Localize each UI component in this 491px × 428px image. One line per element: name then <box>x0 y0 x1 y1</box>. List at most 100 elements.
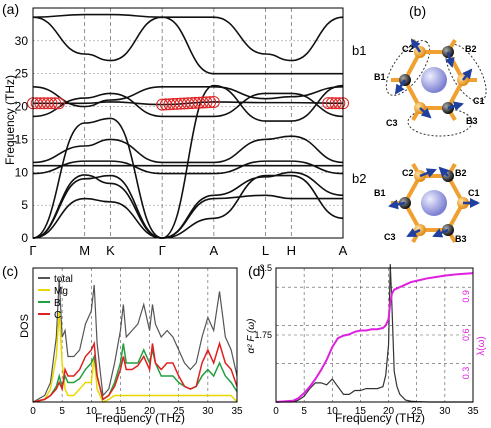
highlight-point <box>333 97 346 110</box>
dispersion-branch <box>32 13 343 75</box>
atom-label: B1 <box>374 188 386 198</box>
tick-label: 0.3 <box>461 367 471 380</box>
highlight-point <box>52 97 65 110</box>
a2f-line <box>276 264 473 403</box>
tick-label: L <box>262 243 269 258</box>
tick-label: A <box>339 243 348 258</box>
tick-label: 15 <box>355 406 367 417</box>
dos-line-mg <box>32 310 238 403</box>
x-axis-label-c: Frequency (THz) <box>95 411 185 425</box>
tick-label: 5 <box>301 406 307 417</box>
atom-label: B3 <box>455 234 467 244</box>
tick-label: A <box>209 243 218 258</box>
y-axis-label-d-left: α² F (ω) <box>246 319 257 354</box>
tick-label: 30 <box>439 406 451 417</box>
label-b2: b2 <box>352 171 366 186</box>
tick-label: H <box>287 243 296 258</box>
mg-atom <box>421 67 447 93</box>
y-axis-label-d-right: λ(ω) <box>476 336 487 355</box>
tick-label: 0 <box>273 406 279 417</box>
y-axis-label-c: DOS <box>19 314 31 338</box>
dispersion-branch <box>32 16 344 62</box>
legend-label: C <box>54 310 61 321</box>
tick-label: 30 <box>202 406 214 417</box>
tick-label: 25 <box>411 406 423 417</box>
atom-label: B3 <box>466 116 478 126</box>
dispersion-branch <box>32 171 344 239</box>
mode-ellipse-1 <box>385 40 431 96</box>
tick-label: M <box>79 243 90 258</box>
dispersion-branch <box>32 84 344 239</box>
tick-label: Γ <box>29 243 36 258</box>
legend-label: Mg <box>54 286 68 297</box>
tick-label: 20 <box>144 406 156 417</box>
diagram-b2: C2 B2 B1 C1 C3 B3 <box>374 162 480 244</box>
tick-label: 10 <box>86 406 98 417</box>
tick-label: 20 <box>15 100 29 114</box>
tick-label: 25 <box>15 67 29 81</box>
panel-label-d: (d) <box>248 263 265 279</box>
tick-label: 1.75 <box>254 330 272 340</box>
tick-label: 30 <box>15 34 29 48</box>
displacement-arrows-b1 <box>394 38 473 119</box>
diagram-b1: C2 B2 B1 C1 C3 B3 <box>374 38 487 137</box>
structure-diagrams: b1 b2 <box>352 38 487 244</box>
atom-label: B1 <box>374 72 386 82</box>
tick-label: 0.9 <box>461 290 471 303</box>
atom-label: B2 <box>465 44 477 54</box>
dos-line-total <box>32 278 238 403</box>
highlight-point <box>207 95 220 108</box>
dispersion-branch <box>32 86 344 108</box>
atom-label: C2 <box>402 168 414 178</box>
displacement-arrows-b2 <box>388 166 480 238</box>
x-axis-label-d: Frequency (THz) <box>335 411 425 425</box>
atom-label: C3 <box>386 118 398 128</box>
highlight-point <box>49 97 62 110</box>
eliashberg-chart: α² F (ω) λ(ω) Frequency (THz) 0 5 10 15 20 25… <box>246 263 487 425</box>
legend-label: total <box>54 274 73 285</box>
tick-label: 0 <box>21 231 28 245</box>
dispersion-branch <box>32 160 344 175</box>
mg-atom <box>421 190 447 216</box>
dispersion-branch <box>32 92 344 118</box>
plot-frame <box>32 267 238 403</box>
label-b1: b1 <box>352 43 366 58</box>
tick-label: 15 <box>15 132 29 146</box>
tick-label: 20 <box>383 406 395 417</box>
mode-ellipse-2 <box>445 43 487 103</box>
phonon-dispersion-chart: Frequency (THz) 0 5 10 15 20 25 30 Γ M K Γ A L H A <box>3 7 349 258</box>
plot-frame <box>32 7 344 239</box>
dos-line-b <box>32 343 238 403</box>
tick-label: 3.5 <box>259 263 272 273</box>
dispersion-branch <box>32 174 344 239</box>
tick-label: 10 <box>327 406 339 417</box>
tick-label: 15 <box>115 406 127 417</box>
atom-label: C2 <box>402 44 414 54</box>
highlight-point <box>329 97 342 110</box>
legend-label: B <box>54 298 61 309</box>
panel-label-a: (a) <box>2 1 19 17</box>
tick-label: 25 <box>173 406 185 417</box>
tick-label: 0.6 <box>461 328 471 341</box>
tick-label: 35 <box>467 406 479 417</box>
tick-label: 5 <box>59 406 65 417</box>
tick-label: Γ <box>159 243 166 258</box>
tick-label: 10 <box>15 165 29 179</box>
tick-label: 35 <box>231 406 243 417</box>
atom-label: C3 <box>384 232 396 242</box>
y-axis-label-a: Frequency (THz) <box>3 75 17 165</box>
dos-chart: DOS Frequency (THz) 0 5 10 15 20 25 30 35 totalM… <box>19 267 243 425</box>
highlight-point <box>200 96 213 109</box>
highlight-point <box>45 97 58 110</box>
tick-label: 5 <box>21 198 28 212</box>
atom-label: C1 <box>473 96 485 106</box>
tick-label: 0 <box>30 406 36 417</box>
lambda-line <box>275 272 474 403</box>
panel-label-b: (b) <box>409 3 426 19</box>
dispersion-branch <box>33 101 344 106</box>
tick-label: K <box>106 243 115 258</box>
dos-line-c <box>32 340 238 403</box>
highlight-point <box>204 96 217 109</box>
plot-frame <box>275 267 474 403</box>
